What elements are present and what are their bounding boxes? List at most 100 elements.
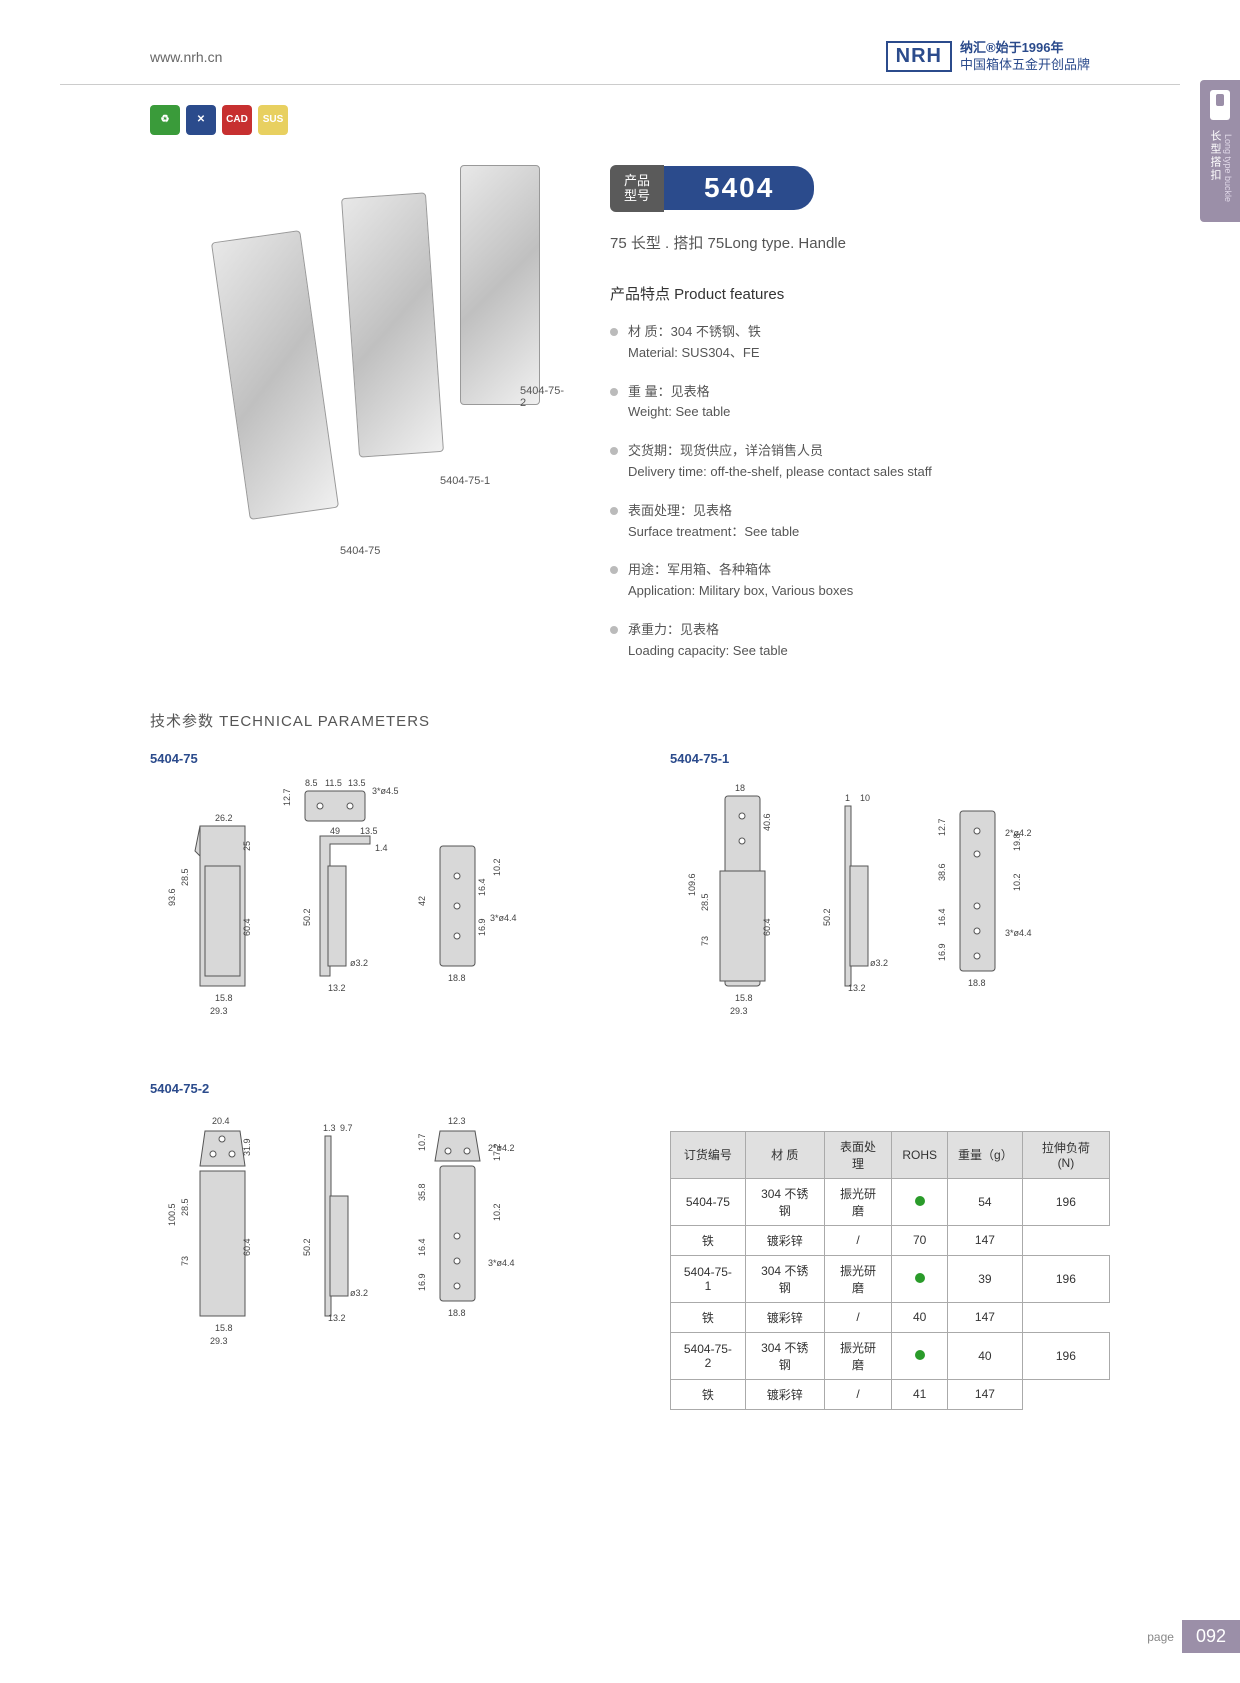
page-number: 092 (1182, 1620, 1240, 1653)
svg-text:13.2: 13.2 (848, 983, 866, 993)
table-cell: 40 (948, 1332, 1023, 1379)
table-cell: 铁 (671, 1225, 746, 1255)
table-code: 5404-75-1 (671, 1255, 746, 1302)
brand-block: NRH 纳汇®始于1996年 中国箱体五金开创品牌 (886, 40, 1090, 74)
table-header: 材 质 (745, 1131, 824, 1178)
table-row: 铁镀彩锌/41147 (671, 1379, 1110, 1409)
table-row: 铁镀彩锌/70147 (671, 1225, 1110, 1255)
svg-text:28.5: 28.5 (180, 868, 190, 886)
svg-text:16.4: 16.4 (937, 908, 947, 926)
diagram-svg-2: 18 109.6 28.5 73 40.6 60.4 15.8 29.3 1 1… (670, 776, 1110, 1036)
table-cell: 304 不锈钢 (745, 1332, 824, 1379)
features-title: 产品特点 Product features (610, 283, 1150, 304)
svg-text:42: 42 (417, 896, 427, 906)
spec-table-block: 订货编号材 质表面处理ROHS重量（g）拉伸负荷 (N)5404-75304 不… (670, 1111, 1110, 1410)
table-cell: 铁 (671, 1379, 746, 1409)
feature-text: 材 质：304 不锈钢、铁Material: SUS304、FE (628, 322, 761, 364)
svg-text:50.2: 50.2 (302, 1238, 312, 1256)
table-header: 订货编号 (671, 1131, 746, 1178)
product-render-3 (460, 165, 540, 405)
svg-text:26.2: 26.2 (215, 813, 233, 823)
table-cell: / (824, 1225, 892, 1255)
technical-section: 技术参数 TECHNICAL PARAMETERS 5404-75 26.2 9… (0, 680, 1240, 1410)
table-cell: 镀彩锌 (745, 1302, 824, 1332)
svg-text:29.3: 29.3 (210, 1006, 228, 1016)
diagrams-container: 5404-75 26.2 93.6 28.5 25 60.4 15.8 29.3… (150, 751, 1150, 1410)
svg-text:15.8: 15.8 (215, 1323, 233, 1333)
table-row: 5404-75-2304 不锈钢振光研磨40196 (671, 1332, 1110, 1379)
svg-text:100.5: 100.5 (167, 1203, 177, 1226)
svg-text:12.7: 12.7 (282, 788, 292, 806)
page-header: www.nrh.cn NRH 纳汇®始于1996年 中国箱体五金开创品牌 (60, 0, 1180, 85)
feature-icons-row: ♻ ✕ CAD SUS (150, 105, 1240, 135)
latch-icon (1210, 90, 1230, 120)
brand-logo: NRH (886, 41, 952, 72)
feature-item: 交货期：现货供应，详洽销售人员Delivery time: off-the-sh… (610, 441, 1150, 483)
table-row: 5404-75304 不锈钢振光研磨54196 (671, 1178, 1110, 1225)
tech-title: 技术参数 TECHNICAL PARAMETERS (150, 710, 1150, 731)
table-cell: / (824, 1379, 892, 1409)
svg-text:15.8: 15.8 (735, 993, 753, 1003)
sus-icon: SUS (258, 105, 288, 135)
diagram-5404-75: 5404-75 26.2 93.6 28.5 25 60.4 15.8 29.3… (150, 751, 590, 1041)
svg-text:49: 49 (330, 826, 340, 836)
feature-item: 材 质：304 不锈钢、铁Material: SUS304、FE (610, 322, 1150, 364)
svg-text:3*ø4.5: 3*ø4.5 (372, 786, 399, 796)
svg-text:35.8: 35.8 (417, 1183, 427, 1201)
diagram-svg-3: 20.4 100.5 28.5 73 31.9 60.4 15.8 29.3 1… (150, 1106, 590, 1366)
svg-text:17.2: 17.2 (492, 1143, 502, 1161)
svg-text:29.3: 29.3 (210, 1336, 228, 1346)
table-cell: 40 (892, 1302, 948, 1332)
diagram-5404-75-2: 5404-75-2 20.4 100.5 28.5 73 31.9 60.4 1… (150, 1081, 590, 1410)
svg-text:60.4: 60.4 (242, 918, 252, 936)
svg-text:16.9: 16.9 (937, 943, 947, 961)
svg-text:9.7: 9.7 (340, 1123, 353, 1133)
svg-text:10: 10 (860, 793, 870, 803)
svg-text:19.8: 19.8 (1012, 833, 1022, 851)
svg-text:13.2: 13.2 (328, 983, 346, 993)
model-label: 产品 型号 (610, 165, 664, 212)
svg-text:ø3.2: ø3.2 (350, 958, 368, 968)
model-row: 产品 型号 5404 (610, 165, 1150, 212)
table-header: ROHS (892, 1131, 948, 1178)
table-cell: 147 (948, 1225, 1023, 1255)
svg-text:13.5: 13.5 (360, 826, 378, 836)
svg-text:1: 1 (845, 793, 850, 803)
website-url: www.nrh.cn (150, 49, 222, 65)
table-cell: 147 (948, 1302, 1023, 1332)
product-info: 产品 型号 5404 75 长型 . 搭扣 75Long type. Handl… (610, 155, 1150, 680)
table-cell (892, 1332, 948, 1379)
svg-text:11.5: 11.5 (325, 778, 342, 788)
svg-text:1.4: 1.4 (375, 843, 388, 853)
svg-text:ø3.2: ø3.2 (350, 1288, 368, 1298)
svg-text:10.7: 10.7 (417, 1133, 427, 1151)
page-label: page (1147, 1630, 1174, 1644)
table-cell: 196 (1022, 1178, 1109, 1225)
table-cell: 39 (948, 1255, 1023, 1302)
table-code: 5404-75-2 (671, 1332, 746, 1379)
features-list: 材 质：304 不锈钢、铁Material: SUS304、FE重 量：见表格W… (610, 322, 1150, 662)
diagram-5404-75-1: 5404-75-1 18 109.6 28.5 73 40.6 60.4 15.… (670, 751, 1110, 1041)
table-cell: 41 (892, 1379, 948, 1409)
diagram-label-2: 5404-75-1 (670, 751, 1110, 766)
svg-text:73: 73 (700, 936, 710, 946)
feature-text: 交货期：现货供应，详洽销售人员Delivery time: off-the-sh… (628, 441, 932, 483)
svg-text:18.8: 18.8 (448, 973, 466, 983)
svg-text:16.4: 16.4 (477, 878, 487, 896)
rohs-dot-icon (915, 1350, 925, 1360)
feature-item: 表面处理：见表格Surface treatment：See table (610, 501, 1150, 543)
feature-item: 用途：军用箱、各种箱体Application: Military box, Va… (610, 560, 1150, 602)
product-render-1 (211, 230, 339, 520)
svg-text:16.9: 16.9 (417, 1273, 427, 1291)
svg-text:93.6: 93.6 (167, 888, 177, 906)
main-content: 5404-75 5404-75-1 5404-75-2 产品 型号 5404 7… (0, 135, 1240, 680)
svg-text:10.2: 10.2 (1012, 873, 1022, 891)
svg-text:1.3: 1.3 (323, 1123, 336, 1133)
brand-text: 纳汇®始于1996年 中国箱体五金开创品牌 (960, 40, 1090, 74)
svg-text:3*ø4.4: 3*ø4.4 (490, 913, 517, 923)
svg-text:40.6: 40.6 (762, 813, 772, 831)
bullet-icon (610, 566, 618, 574)
table-row: 铁镀彩锌/40147 (671, 1302, 1110, 1332)
product-label-1: 5404-75 (340, 545, 380, 557)
model-subtitle: 75 长型 . 搭扣 75Long type. Handle (610, 232, 1150, 253)
